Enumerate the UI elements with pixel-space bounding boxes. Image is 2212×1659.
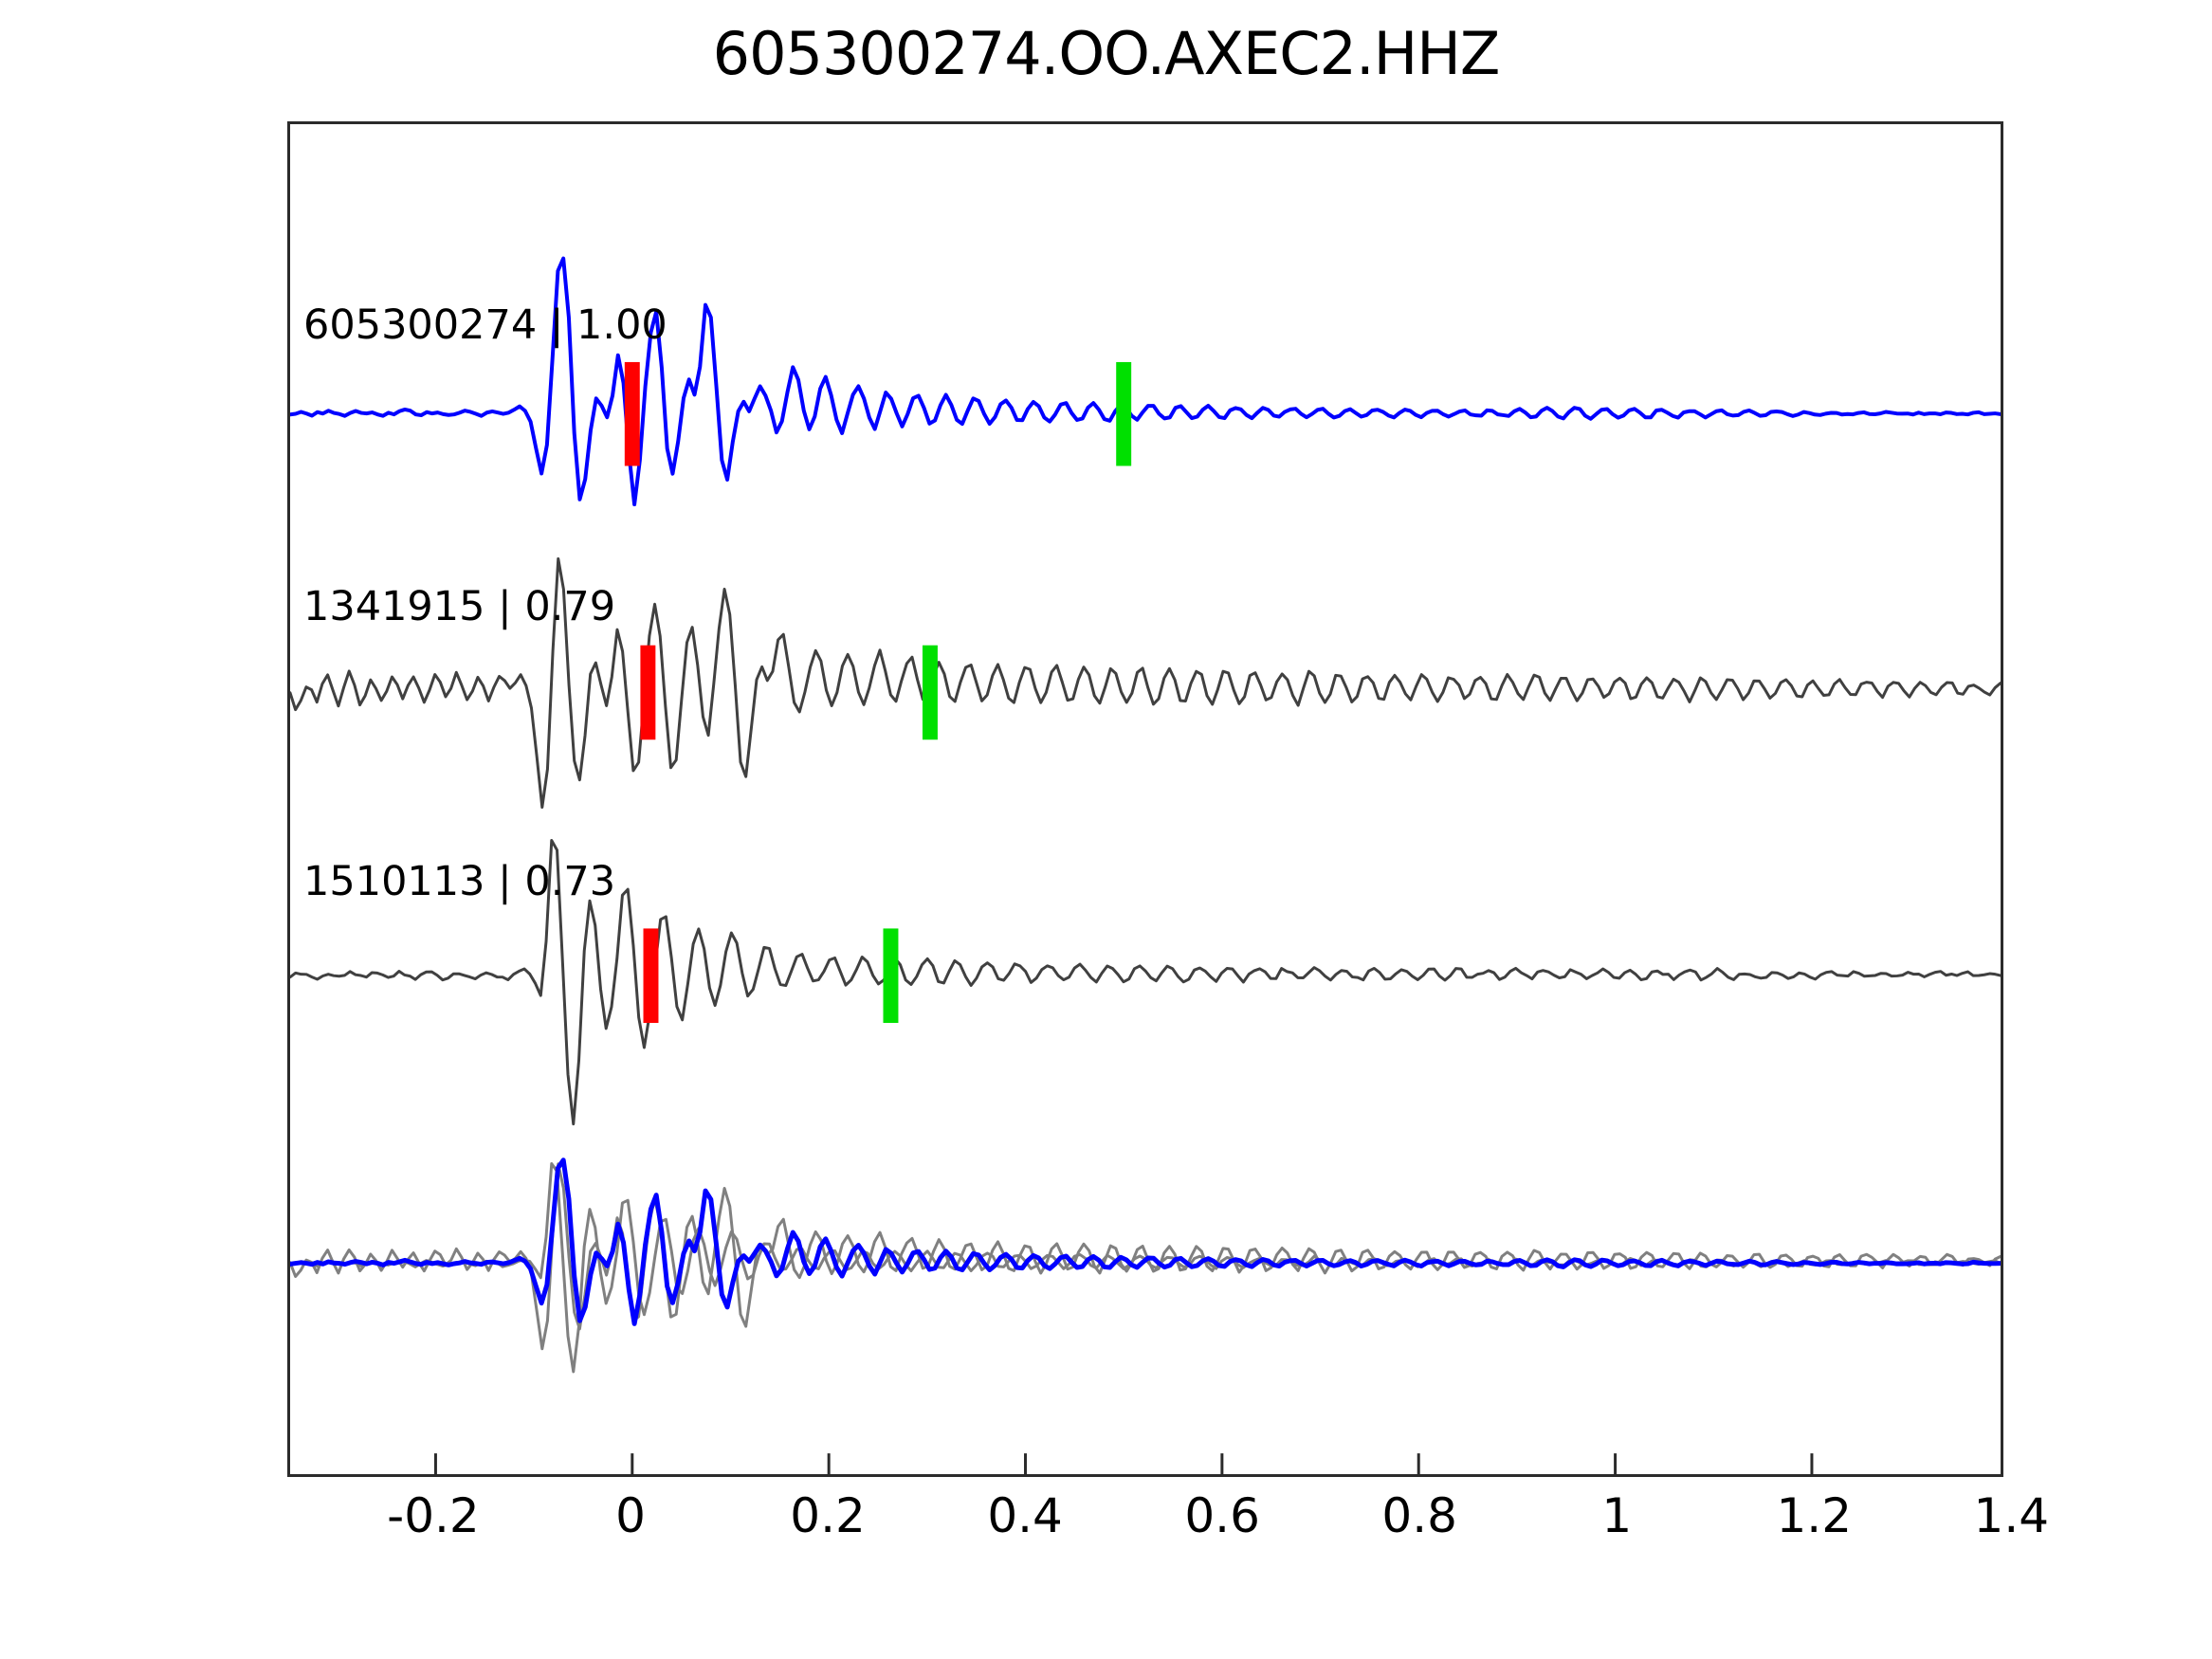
waveform-trace-1510113 bbox=[290, 839, 2001, 1126]
trace-label-605300274: 605300274 | 1.00 bbox=[303, 301, 667, 349]
x-tick-label: 0.4 bbox=[987, 1488, 1063, 1543]
waveform-trace-605300274 bbox=[290, 256, 2001, 507]
waveform-trace-1341915 bbox=[290, 556, 2001, 810]
overlay-trace-1341915 bbox=[290, 1162, 2001, 1351]
x-tick-label: 0.6 bbox=[1184, 1488, 1260, 1543]
x-tick-label: 1.4 bbox=[1973, 1488, 2050, 1543]
x-tick-label: 0 bbox=[615, 1488, 646, 1543]
p-pick-marker-605300274 bbox=[624, 361, 640, 466]
p-pick-marker-1510113 bbox=[643, 928, 659, 1024]
s-pick-marker-605300274 bbox=[1116, 361, 1132, 466]
s-pick-marker-1510113 bbox=[883, 928, 899, 1024]
x-tick-label: 1 bbox=[1601, 1488, 1633, 1543]
s-pick-marker-1341915 bbox=[922, 645, 938, 740]
x-tick-label: 0.8 bbox=[1381, 1488, 1457, 1543]
page-title: 605300274.OO.AXEC2.HHZ bbox=[712, 19, 1501, 88]
trace-label-1341915: 1341915 | 0.79 bbox=[303, 583, 616, 630]
plot-area bbox=[287, 121, 2003, 1477]
p-pick-marker-1341915 bbox=[640, 645, 656, 740]
waveform-canvas bbox=[290, 256, 2001, 1474]
overlay-trace-605300274 bbox=[290, 1158, 2001, 1326]
x-tick-label: 0.2 bbox=[790, 1488, 866, 1543]
x-axis-tick-labels: -0.2 0 0.2 0.4 0.6 0.8 1 1.2 1.4 bbox=[287, 1488, 2049, 1574]
x-tick-label: 1.2 bbox=[1776, 1488, 1853, 1543]
trace-label-1510113: 1510113 | 0.73 bbox=[303, 858, 616, 905]
x-tick-label: -0.2 bbox=[387, 1488, 480, 1543]
